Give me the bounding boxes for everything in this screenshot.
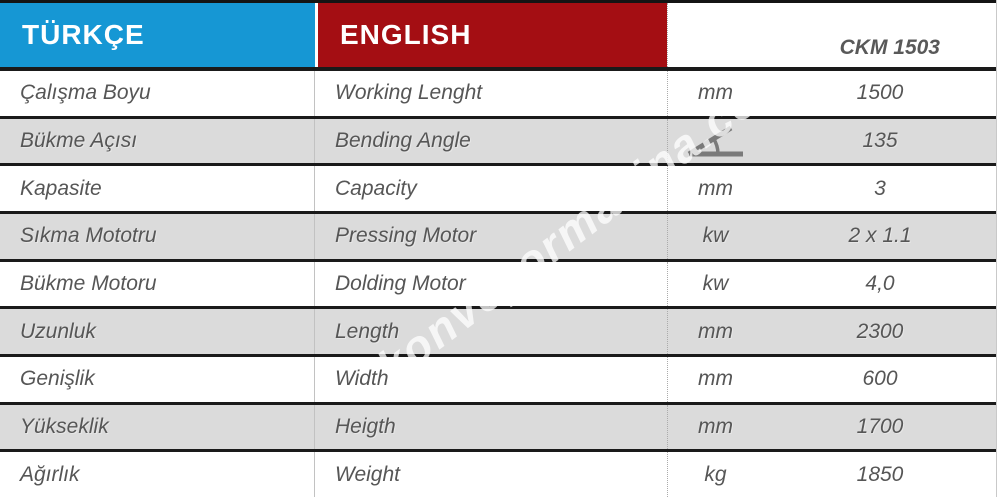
unit-label: mm [667, 71, 763, 116]
english-label: Dolding Motor [335, 272, 466, 296]
header-separator [0, 67, 997, 71]
value-label: 600 [862, 367, 898, 391]
top-border-line [0, 0, 997, 3]
header-model: CKM 1503 [667, 3, 997, 67]
value-label: 1500 [856, 81, 904, 105]
value-label: 2300 [856, 319, 904, 343]
turkish-label: Çalışma Boyu [0, 71, 315, 116]
turkish-label: Sıkma Mototru [0, 214, 315, 259]
english-label: Working Lenght [335, 81, 483, 105]
value-label: 1700 [856, 415, 904, 439]
right-edge-line [996, 0, 997, 497]
english-label: Bending Angle [335, 129, 471, 152]
turkish-label: Bükme Açısı [0, 118, 315, 164]
table-row: Sıkma Mototru Pressing Motor kw 2 x 1.1 [0, 211, 997, 259]
turkish-label: Genişlik [0, 357, 315, 402]
value-label: 135 [862, 129, 898, 152]
table-header: TÜRKÇE ENGLISH CKM 1503 [0, 3, 997, 67]
header-divider [315, 3, 318, 67]
table-row: Ağırlık Weight kg 1850 [0, 449, 997, 497]
english-label: Weight [335, 462, 400, 486]
spec-table-body: Çalışma Boyu Working Lenght mm 1500 Bükm… [0, 71, 997, 497]
table-row: Yükseklik Heigth mm 1700 [0, 401, 997, 450]
english-header-label: ENGLISH [340, 19, 472, 50]
unit-label: mm [667, 404, 763, 450]
english-label: Heigth [335, 415, 396, 439]
english-label: Pressing Motor [335, 224, 477, 248]
unit-label: mm [667, 166, 763, 212]
model-label: CKM 1503 [839, 36, 940, 59]
value-label: 2 x 1.1 [848, 224, 912, 248]
unit-label: kw [667, 261, 763, 307]
header-english: ENGLISH [318, 3, 667, 67]
english-label: Capacity [335, 176, 417, 200]
header-turkish: TÜRKÇE [0, 3, 315, 67]
value-label: 4,0 [865, 272, 895, 296]
table-row: Uzunluk Length mm 2300 [0, 306, 997, 355]
unit-label: kg [667, 452, 763, 497]
turkish-label: Uzunluk [0, 309, 315, 355]
turkish-label: Yükseklik [0, 404, 315, 450]
english-label: Width [335, 367, 389, 391]
value-label: 3 [874, 176, 886, 200]
table-row: Kapasite Capacity mm 3 [0, 163, 997, 212]
table-row: Bükme Açısı Bending Angle 135 [0, 115, 997, 164]
bending-angle-icon [687, 125, 743, 157]
value-label: 1850 [856, 462, 904, 486]
unit-label: mm [667, 357, 763, 402]
table-row: Genişlik Width mm 600 [0, 354, 997, 402]
table-row: Çalışma Boyu Working Lenght mm 1500 [0, 71, 997, 116]
unit-label: kw [667, 214, 763, 259]
turkish-label: Kapasite [0, 166, 315, 212]
turkish-header-label: TÜRKÇE [22, 19, 145, 50]
turkish-label: Bükme Motoru [0, 261, 315, 307]
unit-cell [667, 118, 763, 164]
table-row: Bükme Motoru Dolding Motor kw 4,0 [0, 258, 997, 307]
english-label: Length [335, 319, 400, 343]
unit-label: mm [667, 309, 763, 355]
turkish-label: Ağırlık [0, 452, 315, 497]
